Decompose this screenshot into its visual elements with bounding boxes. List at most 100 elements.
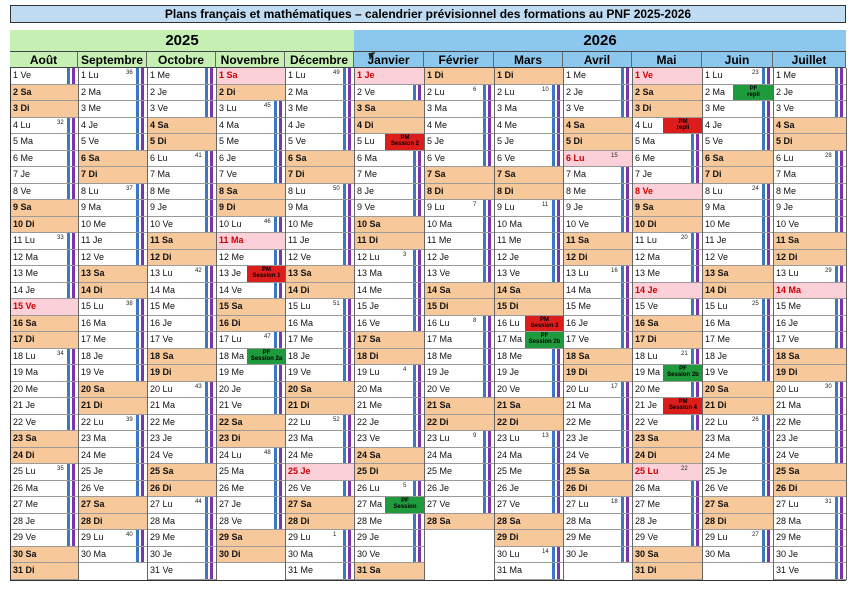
day-cell[interactable]: 6 Ve: [425, 150, 494, 167]
day-cell[interactable]: 28 Di: [703, 513, 773, 530]
day-cell[interactable]: 4 Je: [79, 117, 147, 134]
day-cell[interactable]: 1 Me: [148, 68, 216, 85]
day-cell[interactable]: 9 Lu 7: [425, 200, 494, 217]
day-cell[interactable]: 23 Je: [564, 431, 632, 448]
day-cell[interactable]: 29 Lu 27: [703, 530, 773, 547]
day-cell[interactable]: 13 Me: [11, 266, 78, 283]
day-cell[interactable]: 4 Je: [286, 117, 354, 134]
day-cell[interactable]: 24 Ve: [774, 447, 846, 464]
day-cell[interactable]: 10 Di: [633, 216, 702, 233]
day-cell[interactable]: 23 Je: [148, 431, 216, 448]
day-cell[interactable]: 14 Me: [355, 282, 424, 299]
day-cell[interactable]: 9 Ma: [79, 200, 147, 217]
day-cell[interactable]: 19 Je: [495, 365, 563, 382]
pf-session-event[interactable]: PF Session 2b: [525, 332, 563, 348]
day-cell[interactable]: 17 Di: [633, 332, 702, 349]
day-cell[interactable]: 31 Di: [633, 563, 702, 580]
day-cell[interactable]: 16 Ve: [355, 315, 424, 332]
day-cell[interactable]: 7 Ve: [217, 167, 285, 184]
day-cell[interactable]: 14 Je: [11, 282, 78, 299]
day-cell[interactable]: 27 Sa: [79, 497, 147, 514]
day-cell[interactable]: 13 Sa: [703, 266, 773, 283]
day-cell[interactable]: 14 Ma: [774, 282, 846, 299]
day-cell[interactable]: 26 Di: [148, 480, 216, 497]
day-cell[interactable]: 21 Di: [703, 398, 773, 415]
day-cell[interactable]: 9 Je: [774, 200, 846, 217]
day-cell[interactable]: 7 Di: [703, 167, 773, 184]
day-cell[interactable]: 16 Sa: [11, 315, 78, 332]
day-cell[interactable]: 4 Me: [425, 117, 494, 134]
day-cell[interactable]: 18 Ma PF Session 2a: [217, 348, 285, 365]
day-cell[interactable]: 4 Di: [355, 117, 424, 134]
day-cell[interactable]: 25 Sa: [774, 464, 846, 481]
day-cell[interactable]: 16 Di: [217, 315, 285, 332]
day-cell[interactable]: 26 Je: [425, 480, 494, 497]
day-cell[interactable]: 25 Sa: [148, 464, 216, 481]
day-cell[interactable]: 16 Je: [564, 315, 632, 332]
day-cell[interactable]: 20 Je: [217, 381, 285, 398]
day-cell[interactable]: 23 Sa: [11, 431, 78, 448]
day-cell[interactable]: 18 Je: [703, 348, 773, 365]
day-cell[interactable]: 13 Ve: [495, 266, 563, 283]
day-cell[interactable]: 24 Ma: [495, 447, 563, 464]
day-cell[interactable]: 10 Me: [79, 216, 147, 233]
day-cell[interactable]: 13 Sa: [79, 266, 147, 283]
day-cell[interactable]: 5 Ma: [633, 134, 702, 151]
day-cell[interactable]: 16 Ma: [703, 315, 773, 332]
day-cell[interactable]: 27 Lu 31: [774, 497, 846, 514]
day-cell[interactable]: 6 Me: [633, 150, 702, 167]
day-cell[interactable]: 29 Lu 1: [286, 530, 354, 547]
day-cell[interactable]: 20 Me: [633, 381, 702, 398]
day-cell[interactable]: 5 Di: [564, 134, 632, 151]
day-cell[interactable]: 3 Lu 45: [217, 101, 285, 118]
day-cell[interactable]: 12 Ve: [286, 249, 354, 266]
day-cell[interactable]: 19 Lu 4: [355, 365, 424, 382]
day-cell[interactable]: 4 Sa: [564, 117, 632, 134]
day-cell[interactable]: 23 Di: [217, 431, 285, 448]
day-cell[interactable]: 12 Je: [495, 249, 563, 266]
day-cell[interactable]: 20 Ma: [355, 381, 424, 398]
day-cell[interactable]: 22 Ve: [633, 414, 702, 431]
day-cell[interactable]: 20 Lu 17: [564, 381, 632, 398]
day-cell[interactable]: 3 Me: [286, 101, 354, 118]
day-cell[interactable]: 17 Me: [79, 332, 147, 349]
day-cell[interactable]: 27 Sa: [286, 497, 354, 514]
day-cell[interactable]: 15 Lu 25: [703, 299, 773, 316]
day-cell[interactable]: 22 Me: [564, 414, 632, 431]
day-cell[interactable]: 30 Je: [148, 546, 216, 563]
day-cell[interactable]: 11 Je: [286, 233, 354, 250]
day-cell[interactable]: 12 Ve: [703, 249, 773, 266]
day-cell[interactable]: 3 Sa: [355, 101, 424, 118]
day-cell[interactable]: 16 Sa: [633, 315, 702, 332]
day-cell[interactable]: 17 Ve: [774, 332, 846, 349]
day-cell[interactable]: 20 Sa: [286, 381, 354, 398]
day-cell[interactable]: 10 Lu 46: [217, 216, 285, 233]
day-cell[interactable]: 7 Je: [11, 167, 78, 184]
day-cell[interactable]: 15 Me: [564, 299, 632, 316]
day-cell[interactable]: 17 Ve: [148, 332, 216, 349]
day-cell[interactable]: 31 Di: [11, 563, 78, 580]
day-cell[interactable]: 8 Me: [774, 183, 846, 200]
day-cell[interactable]: 8 Lu 50: [286, 183, 354, 200]
day-cell[interactable]: 5 Me: [217, 134, 285, 151]
day-cell[interactable]: 6 Lu 41: [148, 150, 216, 167]
day-cell[interactable]: 30 Ma: [79, 546, 147, 563]
day-cell[interactable]: 10 Ma: [425, 216, 494, 233]
day-cell[interactable]: 5 Di: [774, 134, 846, 151]
day-cell[interactable]: 11 Sa: [564, 233, 632, 250]
day-cell[interactable]: 17 Ma: [425, 332, 494, 349]
day-cell[interactable]: 2 Sa: [11, 84, 78, 101]
day-cell[interactable]: 1 Me: [564, 68, 632, 85]
day-cell[interactable]: 5 Di: [148, 134, 216, 151]
day-cell[interactable]: 15 Di: [425, 299, 494, 316]
day-cell[interactable]: 12 Je: [425, 249, 494, 266]
day-cell[interactable]: 29 Me: [148, 530, 216, 547]
day-cell[interactable]: 17 Me: [286, 332, 354, 349]
day-cell[interactable]: 20 Lu 43: [148, 381, 216, 398]
day-cell[interactable]: 4 Je: [703, 117, 773, 134]
day-cell[interactable]: 13 Ve: [425, 266, 494, 283]
day-cell[interactable]: 14 Di: [79, 282, 147, 299]
day-cell[interactable]: 28 Sa: [425, 513, 494, 530]
day-cell[interactable]: 7 Me: [355, 167, 424, 184]
day-cell[interactable]: 29 Me: [774, 530, 846, 547]
